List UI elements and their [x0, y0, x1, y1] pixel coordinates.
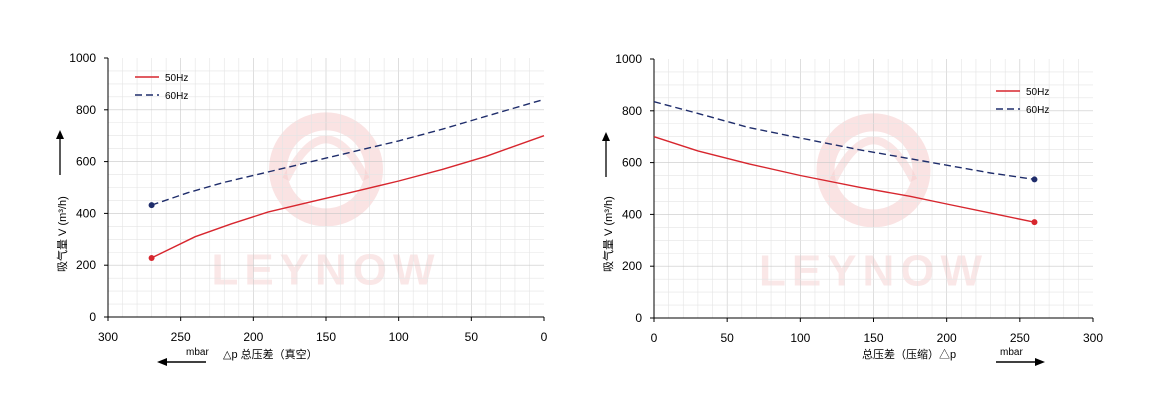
- x-tick-label: 250: [1010, 331, 1030, 345]
- series-endpoint-50Hz: [1031, 219, 1038, 226]
- watermark-text: LEYNOW: [759, 246, 988, 295]
- x-tick-label: 100: [389, 330, 409, 344]
- y-tick-labels: 0 200 400 600 800 1000: [69, 51, 108, 324]
- series: [148, 98, 545, 261]
- y-axis-label: 吸气量 V (m³/h): [601, 196, 615, 272]
- y-tick-label: 200: [76, 258, 96, 272]
- legend-label: 50Hz: [165, 73, 188, 84]
- series-line-60Hz: [653, 101, 1035, 181]
- y-tick-label: 800: [622, 104, 642, 118]
- y-tick-labels: 0 200 400 600 800 1000: [615, 52, 654, 325]
- series-line-60Hz: [151, 98, 545, 206]
- y-tick-label: 0: [635, 311, 642, 325]
- legend-label: 60Hz: [1026, 105, 1049, 116]
- series-endpoint-60Hz: [148, 202, 155, 209]
- x-axis-label: 总压差（压缩）△p: [862, 347, 956, 361]
- x-unit-label: mbar: [186, 347, 209, 358]
- x-axis-label: △p 总压差（真空）: [223, 347, 318, 361]
- x-tick-label: 50: [465, 330, 479, 344]
- watermark-text: LEYNOW: [211, 245, 440, 294]
- y-axis-title: 吸气量 V (m³/h): [601, 132, 615, 272]
- x-tick-label: 0: [541, 330, 548, 344]
- x-tick-label: 250: [171, 330, 191, 344]
- x-tick-label: 150: [863, 331, 883, 345]
- y-arrow-head: [602, 132, 610, 141]
- legend: 50Hz 60Hz: [135, 73, 188, 102]
- x-tick-label: 150: [316, 330, 336, 344]
- x-axis-title: 总压差（压缩）△p mbar: [862, 347, 1045, 366]
- y-axis-label: 吸气量 V (m³/h): [55, 196, 69, 272]
- y-arrow-head: [56, 130, 64, 139]
- series-line-50Hz: [653, 136, 1035, 223]
- x-tick-label: 0: [651, 331, 658, 345]
- x-tick-label: 300: [98, 330, 118, 344]
- y-axis-title: 吸气量 V (m³/h): [55, 130, 69, 272]
- y-tick-label: 800: [76, 103, 96, 117]
- x-tick-labels: 300 250 200 150 100 50 0: [98, 317, 548, 344]
- chart-compression: LEYNOW 0 50 100 150 200 250 300 0 200 400 600 800 1…: [601, 52, 1103, 366]
- legend: 50Hz 60Hz: [996, 87, 1049, 116]
- x-tick-label: 300: [1083, 331, 1103, 345]
- legend-label: 60Hz: [165, 91, 188, 102]
- x-axis-title: mbar △p 总压差（真空）: [157, 347, 318, 366]
- y-tick-label: 0: [89, 310, 96, 324]
- x-tick-label: 50: [720, 331, 734, 345]
- series: [653, 101, 1038, 226]
- y-tick-label: 400: [76, 206, 96, 220]
- y-tick-label: 600: [76, 155, 96, 169]
- series-line-50Hz: [151, 135, 545, 259]
- series-endpoint-50Hz: [148, 254, 155, 261]
- legend-label: 50Hz: [1026, 87, 1049, 98]
- series-endpoint-60Hz: [1031, 176, 1038, 183]
- x-tick-labels: 0 50 100 150 200 250 300: [651, 318, 1103, 345]
- y-tick-label: 1000: [69, 51, 96, 65]
- x-tick-label: 200: [243, 330, 263, 344]
- x-tick-label: 100: [790, 331, 810, 345]
- y-tick-label: 1000: [615, 52, 642, 66]
- x-unit-label: mbar: [1000, 347, 1023, 358]
- grid: [654, 59, 1093, 318]
- y-tick-label: 600: [622, 156, 642, 170]
- y-tick-label: 200: [622, 259, 642, 273]
- x-arrow-head-left: [157, 358, 167, 366]
- x-tick-label: 200: [937, 331, 957, 345]
- chart-vacuum: LEYNOW 300 250 200 150 100 50 0 0 200 400 600 800 1…: [55, 51, 548, 366]
- y-tick-label: 400: [622, 207, 642, 221]
- x-arrow-head-right: [1035, 358, 1045, 366]
